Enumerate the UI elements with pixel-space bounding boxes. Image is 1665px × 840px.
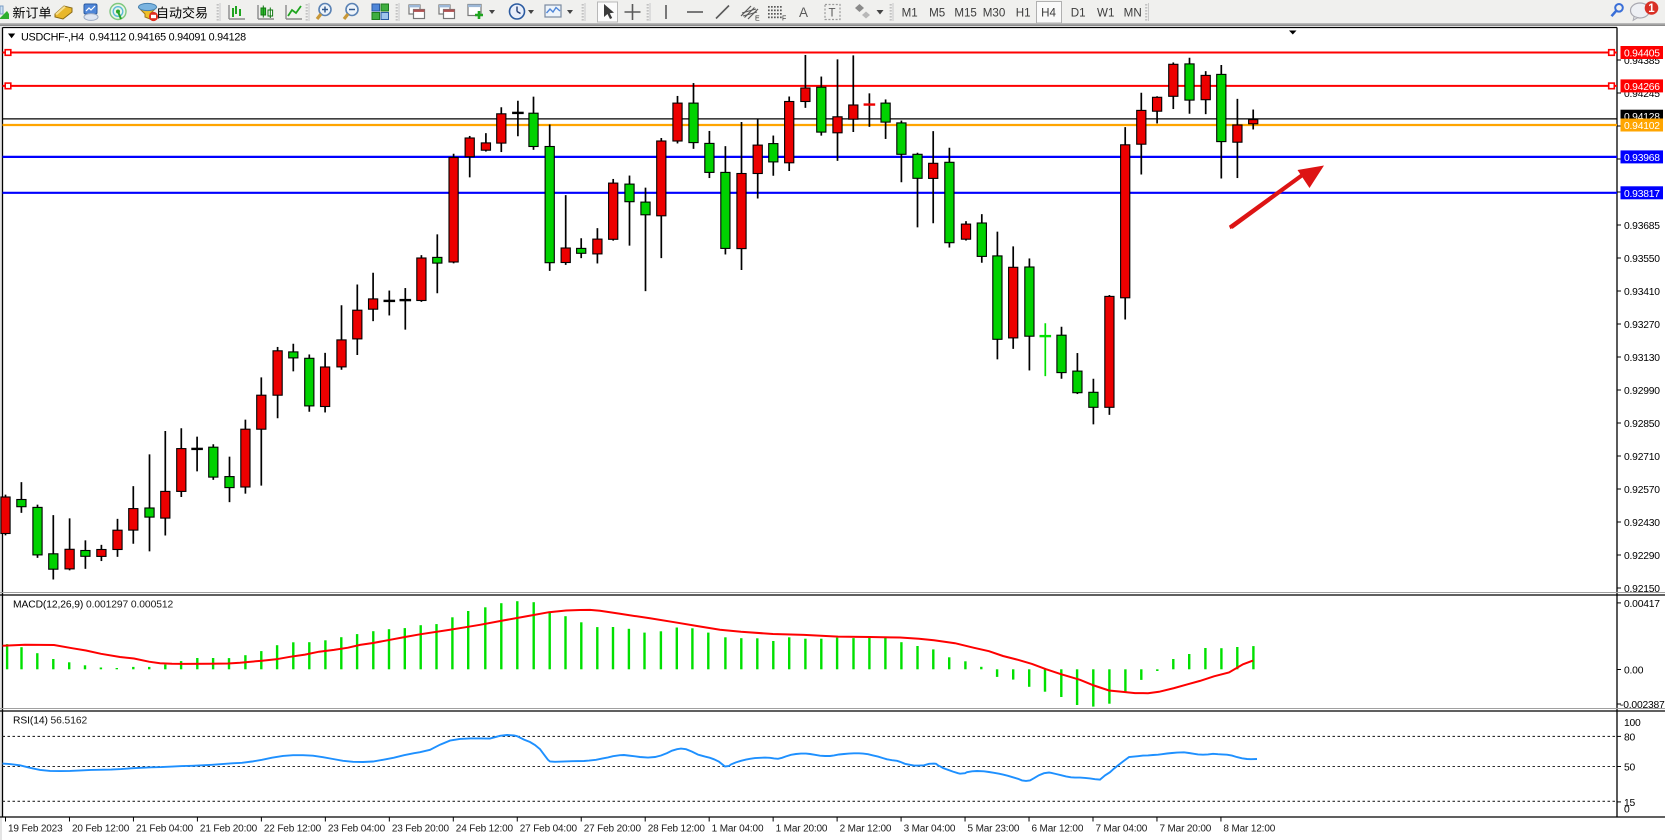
svg-text:-0.002387: -0.002387 <box>1620 700 1665 711</box>
svg-text:0.93130: 0.93130 <box>1624 353 1660 364</box>
svg-text:0.92710: 0.92710 <box>1624 452 1660 463</box>
svg-text:28 Feb 12:00: 28 Feb 12:00 <box>648 824 706 835</box>
svg-text:MACD(12,26,9) 0.001297 0.00051: MACD(12,26,9) 0.001297 0.000512 <box>13 600 173 611</box>
svg-text:0.94266: 0.94266 <box>1624 82 1660 93</box>
svg-text:21 Feb 20:00: 21 Feb 20:00 <box>200 824 258 835</box>
svg-text:7 Mar 04:00: 7 Mar 04:00 <box>1095 824 1147 835</box>
svg-text:MN: MN <box>1124 7 1142 20</box>
svg-text:27 Feb 04:00: 27 Feb 04:00 <box>520 824 578 835</box>
svg-text:21 Feb 04:00: 21 Feb 04:00 <box>136 824 194 835</box>
svg-text:5 Mar 23:00: 5 Mar 23:00 <box>968 824 1020 835</box>
svg-text:H1: H1 <box>1016 7 1031 20</box>
svg-text:15: 15 <box>1624 798 1636 809</box>
svg-text:M15: M15 <box>954 7 977 20</box>
svg-text:0.92290: 0.92290 <box>1624 551 1660 562</box>
svg-text:2 Mar 12:00: 2 Mar 12:00 <box>840 824 892 835</box>
svg-text:0.94128: 0.94128 <box>1624 112 1660 123</box>
svg-text:1 Mar 20:00: 1 Mar 20:00 <box>776 824 828 835</box>
svg-text:A: A <box>799 5 808 20</box>
svg-text:20 Feb 12:00: 20 Feb 12:00 <box>72 824 130 835</box>
svg-text:USDCHF-,H4 0.94112 0.94165 0.: USDCHF-,H4 0.94112 0.94165 0.94091 0.941… <box>21 32 246 44</box>
svg-text:0.94245: 0.94245 <box>1624 89 1660 100</box>
svg-text:0.92850: 0.92850 <box>1624 419 1660 430</box>
svg-text:100: 100 <box>1624 718 1641 729</box>
svg-text:0.93685: 0.93685 <box>1624 221 1660 232</box>
svg-text:0.94102: 0.94102 <box>1624 121 1660 132</box>
svg-text:D1: D1 <box>1071 7 1086 20</box>
svg-text:6 Mar 12:00: 6 Mar 12:00 <box>1032 824 1084 835</box>
svg-text:23 Feb 04:00: 23 Feb 04:00 <box>328 824 386 835</box>
svg-text:0.92430: 0.92430 <box>1624 518 1660 529</box>
svg-text:80: 80 <box>1624 732 1636 743</box>
svg-text:M30: M30 <box>983 7 1006 20</box>
svg-text:0.93550: 0.93550 <box>1624 254 1660 265</box>
svg-text:0.93410: 0.93410 <box>1624 287 1660 298</box>
svg-text:0.92570: 0.92570 <box>1624 485 1660 496</box>
svg-text:27 Feb 20:00: 27 Feb 20:00 <box>584 824 642 835</box>
svg-text:0.00: 0.00 <box>1624 666 1644 677</box>
svg-text:0.92990: 0.92990 <box>1624 386 1660 397</box>
svg-text:0.94405: 0.94405 <box>1624 49 1660 60</box>
svg-text:0: 0 <box>1624 805 1630 816</box>
svg-text:M5: M5 <box>929 7 945 20</box>
svg-text:RSI(14) 56.5162: RSI(14) 56.5162 <box>13 716 87 727</box>
svg-text:23 Feb 20:00: 23 Feb 20:00 <box>392 824 450 835</box>
svg-text:H4: H4 <box>1041 7 1056 20</box>
svg-text:19 Feb 2023: 19 Feb 2023 <box>8 824 63 835</box>
svg-text:0.93270: 0.93270 <box>1624 320 1660 331</box>
svg-text:1 Mar 04:00: 1 Mar 04:00 <box>712 824 764 835</box>
svg-text:M1: M1 <box>902 7 918 20</box>
svg-text:7 Mar 20:00: 7 Mar 20:00 <box>1159 824 1211 835</box>
svg-text:8 Mar 12:00: 8 Mar 12:00 <box>1223 824 1275 835</box>
svg-text:0.00417: 0.00417 <box>1624 599 1660 610</box>
svg-text:T: T <box>829 8 836 20</box>
svg-text:3 Mar 04:00: 3 Mar 04:00 <box>904 824 956 835</box>
svg-text:24 Feb 12:00: 24 Feb 12:00 <box>456 824 514 835</box>
svg-text:0.94385: 0.94385 <box>1624 56 1660 67</box>
svg-text:0.92150: 0.92150 <box>1624 584 1660 595</box>
svg-text:0.93817: 0.93817 <box>1624 189 1660 200</box>
svg-text:50: 50 <box>1624 763 1636 774</box>
svg-text:W1: W1 <box>1097 7 1114 20</box>
svg-text:0.93968: 0.93968 <box>1624 153 1660 164</box>
svg-text:1: 1 <box>1648 3 1655 15</box>
svg-text:22 Feb 12:00: 22 Feb 12:00 <box>264 824 322 835</box>
svg-text:F: F <box>782 16 786 23</box>
svg-text:E: E <box>755 16 760 23</box>
